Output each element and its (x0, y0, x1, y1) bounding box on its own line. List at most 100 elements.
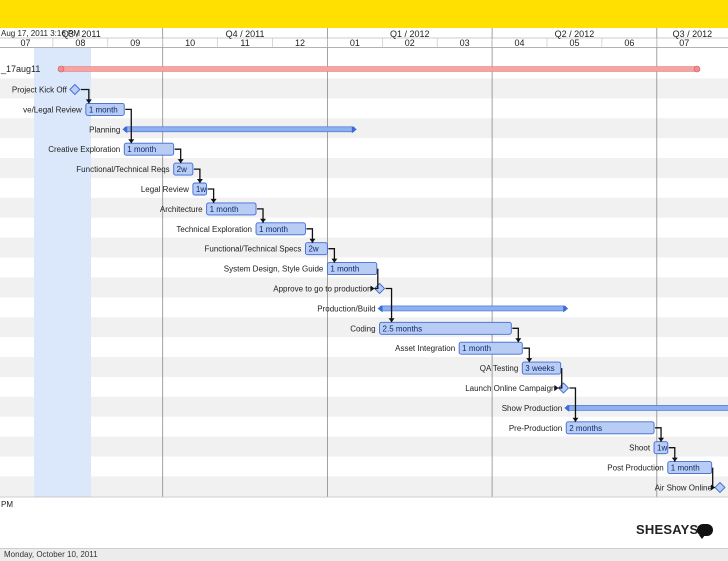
dependency-arrow (85, 99, 92, 104)
row-stripe (0, 237, 728, 258)
dependency-arrow (515, 338, 522, 343)
row-stripe (0, 317, 728, 338)
group-name: Show Production (502, 404, 562, 413)
summary-bar[interactable] (379, 305, 567, 312)
task-duration: 1 month (462, 344, 491, 353)
dependency-arrow (526, 358, 533, 363)
task-duration: 1 month (89, 105, 118, 114)
month-label: 07 (20, 38, 30, 48)
dependency-line (655, 427, 662, 442)
task-bar[interactable] (304, 242, 328, 256)
task-duration: 1 month (127, 145, 156, 154)
task-bar[interactable] (123, 142, 175, 156)
project-bar (58, 66, 700, 72)
task-duration: 1w (657, 444, 667, 453)
dependency-arrow (658, 437, 665, 442)
month-label: 10 (185, 38, 195, 48)
dependency-arrow (572, 417, 579, 422)
task-name: Shoot (629, 444, 651, 453)
task-bar[interactable] (326, 262, 378, 276)
dependency-arrow (370, 285, 375, 292)
task-bar[interactable] (173, 162, 194, 176)
dependency-arrow (554, 385, 559, 391)
dependency-arrow (309, 238, 316, 243)
dependency-line (328, 248, 336, 263)
milestone-name: Air Show Online (655, 484, 713, 493)
milestone-diamond[interactable] (373, 282, 386, 295)
summary-bar[interactable] (123, 126, 356, 133)
task-bar[interactable] (85, 102, 125, 116)
task-bar[interactable] (255, 222, 306, 236)
header-band (0, 0, 728, 28)
project-bar-end (693, 65, 701, 73)
milestone-diamond[interactable] (69, 83, 81, 96)
task-duration: 1 month (259, 225, 288, 234)
task-name: Creative Exploration (48, 145, 120, 154)
task-bar[interactable] (458, 341, 523, 355)
task-duration: 2 months (569, 424, 602, 433)
task-duration: 1 month (330, 265, 359, 274)
task-duration: 1w (196, 185, 206, 194)
dependency-arrow (388, 318, 395, 323)
footer-date: Monday, October 10, 2011 (4, 550, 98, 559)
summary-cap-start (377, 305, 383, 313)
task-name: System Design, Style Guide (224, 265, 324, 274)
footer-strip (0, 548, 728, 561)
gantt-chart: Q3 / 2011 Q4 / 2011 Q1 / 2012 Q2 / 2012 Q3 /… (0, 28, 728, 498)
task-name: Technical Exploration (176, 225, 252, 234)
dependency-arrow (331, 258, 338, 263)
task-duration: 2.5 months (383, 324, 423, 333)
task-bar[interactable] (565, 421, 655, 435)
dependency-arrow (671, 457, 678, 462)
slide: Q3 / 2011 Q4 / 2011 Q1 / 2012 Q2 / 2012 Q3 /… (0, 0, 728, 548)
dependency-line (125, 108, 132, 144)
month-label: 05 (569, 38, 579, 48)
task-name: Architecture (160, 205, 203, 214)
dependency-arrow (260, 218, 267, 223)
month-label: 08 (75, 38, 85, 48)
milestone-diamond[interactable] (557, 382, 570, 394)
task-name: Functional/Technical Specs (204, 245, 301, 254)
dependency-arrow (710, 484, 715, 491)
dependency-arrow (177, 159, 184, 164)
summary-cap-start (122, 126, 128, 134)
milestone-diamond[interactable] (714, 481, 726, 494)
task-name: Legal Review (141, 185, 189, 194)
row-stripe (0, 118, 728, 139)
row-stripe (0, 396, 728, 417)
task-duration: 1 month (210, 205, 239, 214)
month-label: 07 (679, 38, 689, 48)
dependency-line (385, 287, 393, 323)
task-name: Asset Integration (395, 344, 455, 353)
summary-cap-end (563, 305, 569, 313)
dependency-line (193, 168, 201, 183)
month-label: 11 (240, 38, 249, 48)
summary-bar[interactable] (565, 405, 728, 411)
task-name: Coding (350, 324, 375, 333)
project-label: _17aug11 (0, 64, 40, 74)
dependency-line (523, 347, 530, 363)
task-bar[interactable] (379, 321, 512, 335)
task-bar[interactable] (667, 461, 713, 475)
dependency-line (668, 447, 676, 462)
dependency-line (558, 368, 563, 389)
dependency-line (80, 88, 90, 104)
task-duration: 3 weeks (525, 364, 554, 373)
quarter-label: Q2 / 2012 (555, 29, 595, 39)
dependency-line (306, 228, 314, 243)
task-bar[interactable] (206, 202, 257, 216)
month-label: 02 (405, 38, 415, 48)
summary-cap-end (351, 126, 357, 134)
month-label: 09 (130, 38, 140, 48)
dependency-line (374, 268, 379, 290)
task-name: QA Testing (480, 364, 519, 373)
speech-bubble-icon (697, 524, 713, 539)
shesays-logo: SHESAYS (636, 522, 699, 537)
quarter-label: Q3 / 2012 (673, 29, 713, 39)
task-duration: 2w (177, 165, 187, 174)
dependency-line (512, 327, 519, 343)
quarter-label: Q4 / 2011 (226, 29, 265, 39)
task-name: Post Production (607, 464, 663, 473)
task-bar[interactable] (521, 361, 562, 375)
dependency-line (257, 208, 264, 223)
